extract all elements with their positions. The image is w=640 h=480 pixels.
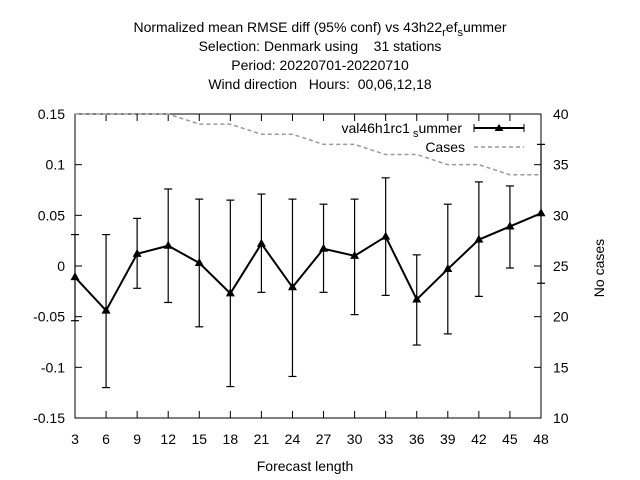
x-axis: 3 6 9 12 15 18 21 24 27 30 33 36 39 42 45 48 — [71, 114, 549, 447]
data-point — [70, 272, 80, 281]
x-tick-label: 3 — [71, 431, 79, 447]
legend-main-label: val46h1rc1 summer — [341, 120, 462, 140]
cases-line — [75, 113, 541, 176]
y-tick-label: -0.15 — [33, 410, 65, 426]
y2-tick-label: 35 — [553, 157, 569, 173]
y-tick-label: 0 — [57, 258, 65, 274]
y2-tick-label: 25 — [553, 258, 569, 274]
data-point — [132, 248, 142, 257]
main-line — [74, 212, 542, 313]
data-point — [412, 294, 422, 303]
x-tick-label: 45 — [502, 431, 518, 447]
y-tick-label: 0.15 — [38, 106, 65, 122]
data-point — [381, 231, 391, 240]
data-point — [536, 208, 546, 217]
y2-tick-label: 10 — [553, 410, 569, 426]
y2-tick-label: 15 — [553, 359, 569, 375]
x-tick-label: 6 — [102, 431, 110, 447]
x-axis-label: Forecast length — [257, 458, 354, 474]
data-point — [474, 234, 484, 243]
y-tick-label: 0.05 — [38, 207, 65, 223]
y-tick-label: 0.1 — [46, 157, 66, 173]
legend-main-marker — [494, 124, 504, 131]
data-point — [505, 221, 515, 230]
y-tick-label: -0.1 — [41, 359, 65, 375]
data-point — [101, 305, 111, 314]
cases-series — [75, 113, 541, 176]
x-tick-label: 30 — [347, 431, 363, 447]
x-tick-label: 27 — [316, 431, 332, 447]
x-tick-label: 48 — [533, 431, 549, 447]
legend: val46h1rc1 summer Cases — [341, 120, 525, 155]
data-point — [163, 240, 173, 249]
x-tick-label: 21 — [254, 431, 270, 447]
legend-cases-label: Cases — [425, 139, 465, 155]
x-tick-label: 12 — [160, 431, 176, 447]
x-tick-label: 36 — [409, 431, 425, 447]
x-tick-label: 24 — [285, 431, 301, 447]
title-line-3: Period: 20220701-20220710 — [231, 57, 409, 73]
x-tick-label: 39 — [440, 431, 456, 447]
data-point — [443, 264, 453, 273]
y-tick-label: -0.05 — [33, 309, 65, 325]
title-line-4: Wind direction Hours: 00,06,12,18 — [208, 76, 432, 92]
title-line-2: Selection: Denmark using 31 stations — [199, 38, 442, 54]
x-tick-label: 42 — [471, 431, 487, 447]
x-tick-label: 18 — [223, 431, 239, 447]
y2-tick-label: 40 — [553, 106, 569, 122]
y2-tick-label: 20 — [553, 309, 569, 325]
data-point — [225, 288, 235, 297]
x-tick-label: 33 — [378, 431, 394, 447]
y-axis-left: -0.15 -0.1 -0.05 0 0.05 0.1 0.15 — [33, 106, 82, 426]
data-point — [287, 282, 297, 291]
main-series — [70, 143, 546, 389]
y-axis-right: 10 15 20 25 30 35 40 — [534, 106, 569, 426]
y2-axis-label: No cases — [591, 239, 607, 297]
data-point — [194, 257, 204, 266]
y2-tick-label: 30 — [553, 207, 569, 223]
data-point — [256, 238, 266, 247]
title-line-1: Normalized mean RMSE diff (95% conf) vs … — [133, 19, 506, 39]
data-point — [319, 243, 329, 252]
plot-frame — [74, 113, 542, 419]
x-tick-label: 9 — [133, 431, 141, 447]
x-tick-label: 15 — [191, 431, 207, 447]
data-point — [350, 250, 360, 259]
chart-title: Normalized mean RMSE diff (95% conf) vs … — [133, 19, 506, 92]
